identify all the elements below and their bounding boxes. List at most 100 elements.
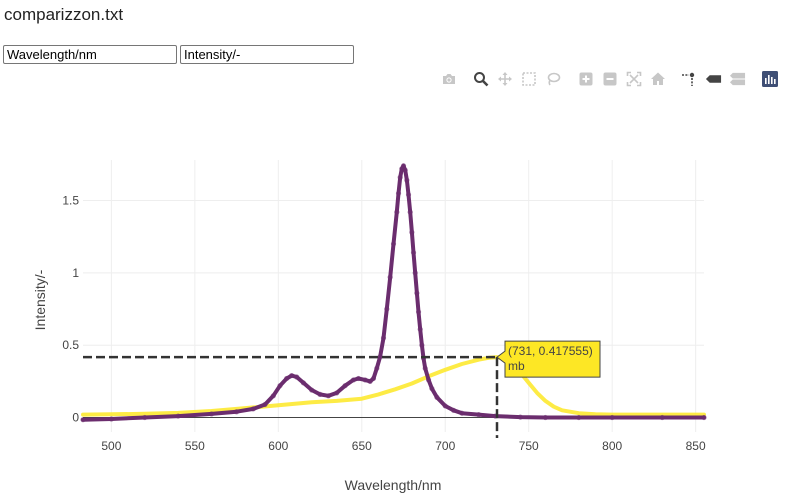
lasso-select-icon[interactable]	[544, 70, 561, 87]
hover-tooltip: (731, 0.417555) mb	[496, 340, 601, 378]
series-mb	[81, 355, 706, 417]
y-axis-label: Intensity/-	[32, 269, 48, 330]
series-marker	[576, 414, 582, 421]
series-marker	[404, 177, 410, 183]
series-marker	[415, 309, 422, 315]
series-marker	[309, 387, 315, 393]
series-marker	[400, 163, 407, 169]
series-marker	[80, 417, 86, 423]
series-marker	[384, 306, 390, 312]
series-line	[81, 355, 706, 417]
x-tick-label: 550	[185, 439, 205, 453]
series-marker	[542, 414, 549, 421]
series-marker	[659, 414, 665, 421]
series-marker	[250, 406, 256, 412]
series-marker	[289, 372, 295, 379]
y-column-field[interactable]	[180, 45, 354, 64]
series-marker	[300, 380, 306, 386]
series-marker	[409, 229, 415, 235]
series-marker	[609, 414, 615, 421]
zoom-out-icon[interactable]	[601, 70, 618, 87]
x-tick-label: 700	[435, 439, 455, 453]
x-column-field[interactable]	[3, 45, 177, 64]
plotly-logo-icon[interactable]	[761, 70, 778, 87]
series-marker	[407, 209, 413, 215]
x-axis: 500 550 600 650 700 750 800 850	[101, 439, 706, 453]
series-marker	[414, 290, 420, 296]
y-tick-label: 1.5	[62, 194, 79, 208]
x-tick-label: 600	[268, 439, 288, 453]
hover-compare-icon[interactable]	[729, 70, 746, 87]
series-marker	[419, 342, 425, 348]
series-marker	[233, 409, 240, 415]
series-marker	[429, 385, 435, 392]
spike-lines-icon[interactable]	[679, 70, 696, 87]
series-marker	[277, 383, 283, 389]
series-layer	[80, 163, 707, 423]
x-tick-label: 750	[519, 439, 539, 453]
series-marker	[701, 414, 707, 421]
autoscale-icon[interactable]	[625, 70, 642, 87]
reset-axes-icon[interactable]	[649, 70, 666, 87]
hover-closest-icon[interactable]	[705, 70, 722, 87]
x-tick-label: 650	[352, 439, 372, 453]
series-marker	[402, 167, 408, 173]
series-marker	[410, 249, 417, 256]
series-marker	[270, 393, 276, 399]
series-marker	[142, 414, 148, 421]
series-marker	[476, 412, 482, 418]
series-marker	[390, 241, 397, 247]
series-marker	[374, 365, 380, 371]
series-marker	[377, 354, 383, 360]
series-marker	[370, 375, 377, 382]
series-marker	[284, 375, 290, 382]
series-marker	[434, 394, 440, 400]
series-marker	[450, 407, 457, 413]
series-marker	[387, 274, 393, 280]
series-marker	[405, 192, 412, 198]
series-marker	[397, 174, 403, 180]
series-marker	[317, 391, 323, 397]
series-marker	[442, 403, 448, 409]
pan-icon[interactable]	[496, 70, 513, 87]
series-marker	[394, 209, 400, 215]
series-marker	[108, 416, 114, 422]
series-marker	[355, 375, 362, 382]
zoom-icon[interactable]	[472, 70, 489, 87]
series-marker	[334, 390, 340, 396]
zoom-in-icon[interactable]	[577, 70, 594, 87]
series-line	[81, 163, 706, 422]
series-marker	[425, 377, 432, 383]
series-marker	[459, 410, 465, 416]
tooltip-box	[496, 340, 601, 378]
y-tick-label: 0	[72, 411, 79, 425]
y-tick-label: 0.5	[62, 338, 79, 352]
box-select-icon[interactable]	[520, 70, 537, 87]
series-marker	[517, 414, 523, 420]
file-title: comparizzon.txt	[4, 5, 124, 24]
series-marker	[350, 377, 357, 383]
series-marker	[262, 401, 268, 408]
series-marker	[422, 365, 428, 371]
series-marker	[380, 335, 387, 341]
x-tick-label: 800	[602, 439, 622, 453]
series-marker	[412, 270, 418, 276]
spike-lines	[83, 355, 499, 438]
series-marker	[395, 190, 402, 196]
series-marker	[208, 411, 215, 417]
series-marker	[294, 374, 300, 380]
y-axis: 0 0.5 1 1.5	[62, 194, 79, 425]
x-axis-label: Wavelength/nm	[345, 477, 442, 493]
x-tick-label: 850	[686, 439, 706, 453]
x-tick-label: 500	[101, 439, 121, 453]
tooltip-coords: (731, 0.417555)	[508, 344, 593, 358]
tooltip-series: mb	[508, 359, 525, 373]
series-unnamed	[80, 163, 707, 423]
series-marker	[342, 383, 348, 389]
series-marker	[362, 377, 368, 383]
y-tick-label: 1	[72, 266, 79, 280]
camera-icon[interactable]	[440, 70, 457, 87]
series-marker	[325, 393, 331, 399]
series-marker	[417, 326, 423, 332]
